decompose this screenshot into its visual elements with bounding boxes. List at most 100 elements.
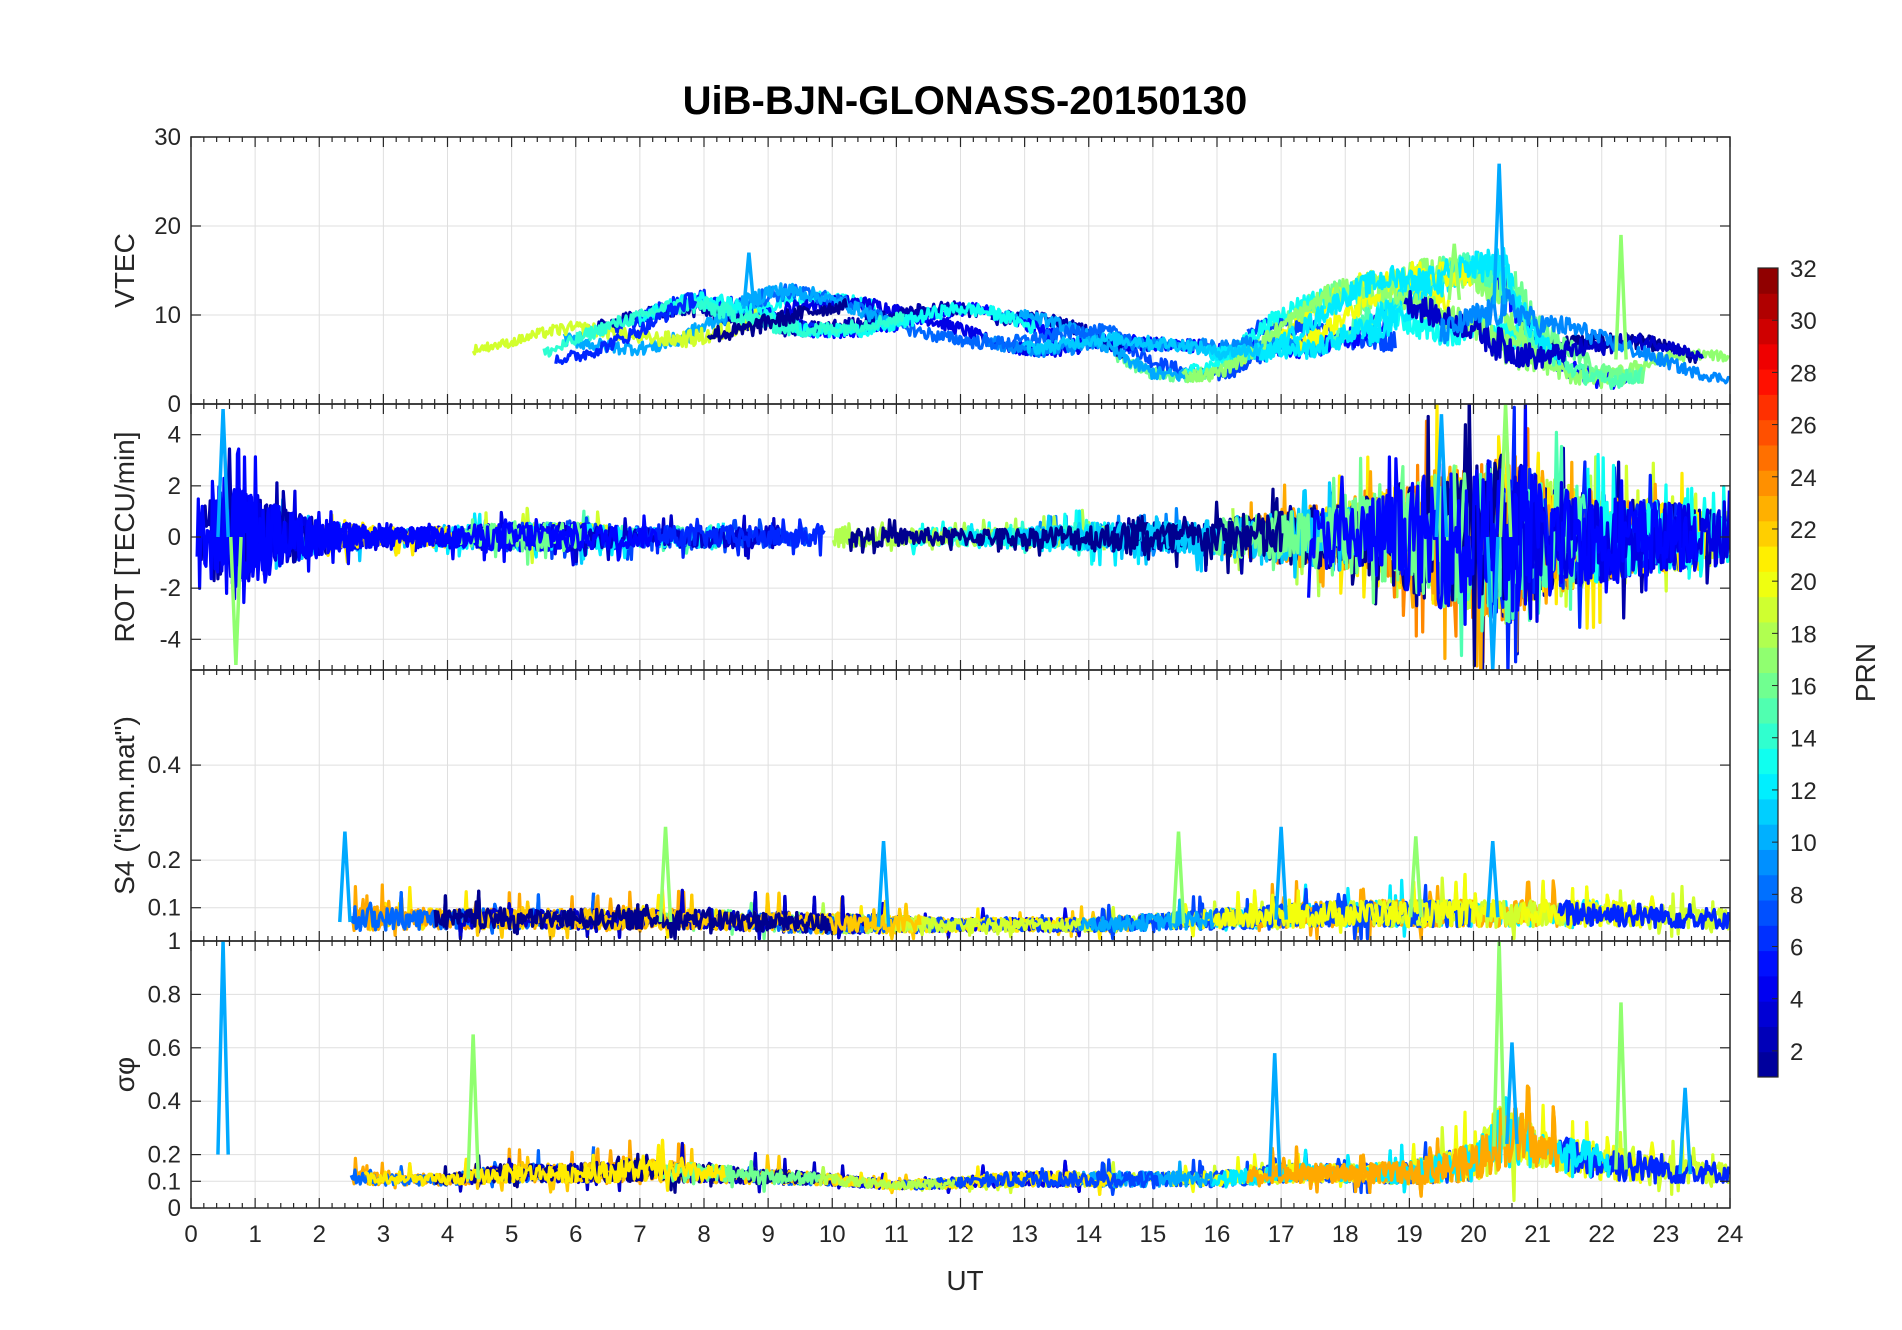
peak-line bbox=[1408, 836, 1423, 918]
series-line bbox=[1557, 1136, 1730, 1185]
series-line bbox=[658, 1160, 825, 1193]
peak-line bbox=[1498, 404, 1513, 538]
x-tick-label: 3 bbox=[377, 1221, 390, 1248]
colorbar-swatch bbox=[1758, 444, 1778, 471]
y-tick-label: 0 bbox=[168, 1195, 181, 1222]
colorbar-swatch bbox=[1758, 318, 1778, 345]
colorbar-swatch bbox=[1758, 1026, 1778, 1053]
peak-line bbox=[1678, 1087, 1692, 1175]
colorbar-tick-label: 16 bbox=[1790, 674, 1817, 701]
chart-title: UiB-BJN-GLONASS-20150130 bbox=[683, 79, 1248, 123]
series-line bbox=[363, 1138, 727, 1192]
series-line bbox=[1160, 887, 1472, 941]
colorbar-swatch bbox=[1758, 343, 1778, 370]
colorbar-tick-label: 20 bbox=[1790, 569, 1817, 596]
colorbar-frame bbox=[1757, 267, 1779, 1078]
peak-line bbox=[876, 841, 891, 927]
colorbar-swatch bbox=[1758, 520, 1778, 547]
y-tick-label: 0.8 bbox=[148, 981, 181, 1008]
y-tick-label: 1 bbox=[168, 928, 181, 955]
colorbar-tick-label: 10 bbox=[1790, 830, 1817, 857]
x-tick-label: 5 bbox=[505, 1221, 518, 1248]
series-group bbox=[216, 941, 1730, 1202]
y-tick-label: 0 bbox=[168, 391, 181, 418]
colorbar-tick-label: 2 bbox=[1790, 1039, 1803, 1066]
series-group bbox=[195, 404, 1730, 670]
panel-1: 0 10 20 30 VTEC bbox=[109, 124, 1731, 418]
series-group bbox=[338, 826, 1730, 941]
x-tick-label: 2 bbox=[313, 1221, 326, 1248]
panel-3: 0.1 0.2 0.4 S4 ("ism.mat") bbox=[109, 669, 1731, 942]
colorbar-swatch bbox=[1758, 369, 1778, 395]
y-tick-label: 0.2 bbox=[148, 1142, 181, 1169]
peak-line bbox=[1434, 414, 1449, 538]
x-axis-label: UT bbox=[946, 1265, 983, 1296]
x-tick-label: 11 bbox=[884, 1221, 909, 1248]
peak-line bbox=[338, 831, 352, 923]
y-tick-label: 2 bbox=[168, 473, 181, 500]
colorbar-swatch bbox=[1758, 874, 1778, 901]
y-axis-label: S4 ("ism.mat") bbox=[109, 716, 140, 895]
series-line bbox=[1439, 288, 1730, 385]
colorbar-tick-label: 4 bbox=[1790, 987, 1803, 1014]
x-tick-label: 8 bbox=[697, 1221, 710, 1248]
peak-line bbox=[229, 536, 243, 665]
grid bbox=[190, 670, 1731, 941]
x-tick-label: 10 bbox=[819, 1221, 846, 1248]
x-tick-label: 14 bbox=[1075, 1221, 1102, 1248]
colorbar-swatch bbox=[1758, 950, 1778, 977]
peak-line bbox=[1505, 1042, 1519, 1145]
colorbar-swatch bbox=[1758, 596, 1778, 623]
x-tick-label: 7 bbox=[633, 1221, 646, 1248]
colorbar-tick-label: 26 bbox=[1790, 413, 1817, 440]
x-tick-label: 0 bbox=[184, 1221, 197, 1248]
colorbar-tick-label: 24 bbox=[1790, 465, 1817, 492]
series-line bbox=[230, 447, 661, 605]
x-tick-label: 17 bbox=[1268, 1221, 1295, 1248]
y-tick-label: 0.6 bbox=[148, 1035, 181, 1062]
x-tick-label: 15 bbox=[1140, 1221, 1167, 1248]
series-line bbox=[542, 296, 905, 358]
x-tick-label: 22 bbox=[1588, 1221, 1615, 1248]
peak-line bbox=[216, 941, 230, 1155]
y-tick-label: 0.1 bbox=[148, 895, 181, 922]
x-tick-label: 23 bbox=[1653, 1221, 1680, 1248]
colorbar-label: PRN bbox=[1850, 643, 1881, 702]
y-tick-label: 30 bbox=[154, 124, 181, 151]
peak-line bbox=[466, 1034, 481, 1180]
y-axis-label: σφ bbox=[109, 1057, 140, 1092]
series-group bbox=[471, 163, 1730, 391]
peak-line bbox=[1614, 1002, 1628, 1170]
peak-line bbox=[1267, 1053, 1282, 1177]
colorbar-tick-label: 14 bbox=[1790, 726, 1817, 753]
series-line bbox=[635, 517, 826, 559]
series-line bbox=[1258, 264, 1432, 363]
colorbar-swatch bbox=[1758, 1051, 1778, 1078]
colorbar-swatch bbox=[1758, 773, 1778, 800]
colorbar-swatch bbox=[1758, 621, 1778, 648]
colorbar-swatch bbox=[1758, 495, 1778, 522]
colorbar-swatch bbox=[1758, 798, 1778, 825]
x-tick-label: 20 bbox=[1460, 1221, 1487, 1248]
colorbar-swatch bbox=[1758, 748, 1778, 775]
x-tick-label: 1 bbox=[248, 1221, 261, 1248]
y-tick-label: 0.4 bbox=[148, 752, 181, 779]
peak-line bbox=[1171, 831, 1186, 924]
colorbar-swatch bbox=[1758, 849, 1778, 876]
y-tick-label: 0.4 bbox=[148, 1088, 181, 1115]
colorbar-swatch bbox=[1758, 723, 1778, 749]
series-line bbox=[554, 292, 698, 365]
colorbar-tick-label: 30 bbox=[1790, 308, 1817, 335]
colorbar-tick-label: 12 bbox=[1790, 778, 1817, 805]
panel-4: 00.10.2 0.4 0.6 0.8 1 σφ bbox=[109, 928, 1731, 1222]
colorbar-tick-label: 22 bbox=[1790, 517, 1817, 544]
colorbar-swatch bbox=[1758, 672, 1778, 699]
x-tick-label: 4 bbox=[441, 1221, 454, 1248]
y-tick-label: 0.1 bbox=[148, 1168, 181, 1195]
y-tick-label: 0 bbox=[168, 524, 181, 551]
colorbar-swatch bbox=[1758, 546, 1778, 572]
y-tick-label: 20 bbox=[154, 213, 181, 240]
colorbar-swatch bbox=[1758, 470, 1778, 497]
colorbar-swatch bbox=[1758, 394, 1778, 421]
